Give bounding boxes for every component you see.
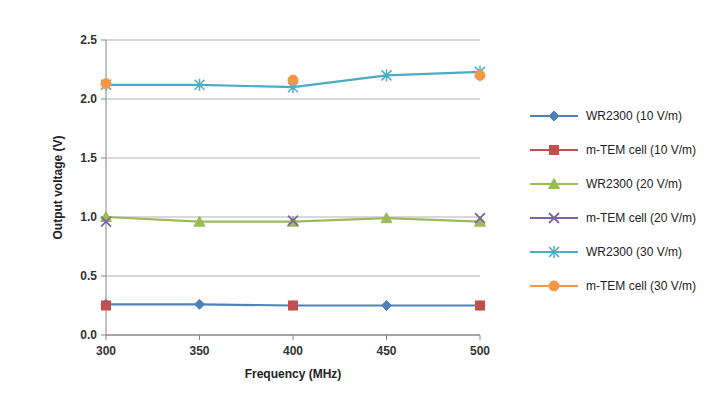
y-tick-label: 1.5 bbox=[80, 151, 97, 165]
marker-shape bbox=[194, 216, 205, 226]
x-tick bbox=[106, 335, 107, 340]
y-tick bbox=[101, 158, 106, 159]
marker-shape bbox=[101, 299, 111, 309]
data-point bbox=[475, 70, 485, 80]
x-tick-label: 300 bbox=[96, 344, 116, 358]
data-point bbox=[288, 216, 298, 226]
y-tick-label: 2.0 bbox=[80, 92, 97, 106]
data-point bbox=[475, 213, 485, 223]
legend-marker bbox=[549, 179, 560, 189]
plot-area bbox=[101, 66, 486, 311]
marker-shape bbox=[289, 301, 298, 310]
marker-shape bbox=[102, 301, 111, 310]
x-tick bbox=[480, 335, 481, 340]
y-tick bbox=[101, 276, 106, 277]
x-tick-label: 350 bbox=[189, 344, 209, 358]
y-tick-label: 0.5 bbox=[80, 269, 97, 283]
data-point bbox=[288, 301, 298, 311]
data-point bbox=[195, 299, 205, 309]
data-point bbox=[101, 217, 111, 227]
marker-shape bbox=[288, 75, 298, 85]
x-tick bbox=[293, 335, 294, 340]
marker-shape bbox=[382, 301, 392, 311]
marker-shape bbox=[195, 79, 205, 91]
marker-shape bbox=[549, 246, 559, 258]
data-point bbox=[101, 299, 111, 309]
data-point bbox=[101, 79, 111, 89]
data-point bbox=[194, 216, 205, 226]
legend-marker bbox=[549, 281, 559, 291]
marker-shape bbox=[476, 301, 485, 310]
legend-label: m-TEM cell (30 V/m) bbox=[586, 279, 696, 293]
data-point bbox=[288, 216, 299, 226]
marker-shape bbox=[475, 301, 485, 311]
legend-marker bbox=[549, 111, 559, 121]
y-tick bbox=[101, 335, 106, 336]
chart: 0.0 0.5 1.0 1.5 2.0 2.5 300 350 400 450 500 Frequen… bbox=[0, 0, 726, 394]
marker-shape bbox=[381, 213, 392, 223]
marker-shape bbox=[549, 281, 559, 291]
marker-shape bbox=[382, 69, 392, 81]
marker-shape bbox=[475, 70, 485, 80]
legend-label: WR2300 (30 V/m) bbox=[586, 245, 682, 259]
data-point bbox=[102, 301, 111, 310]
x-axis-label: Frequency (MHz) bbox=[245, 367, 342, 381]
marker-shape bbox=[195, 299, 205, 309]
data-point bbox=[475, 301, 485, 311]
marker-shape bbox=[550, 146, 559, 155]
data-point bbox=[476, 301, 485, 310]
data-point bbox=[101, 79, 111, 91]
legend-marker bbox=[549, 246, 559, 258]
data-point bbox=[289, 301, 298, 310]
marker-shape bbox=[288, 216, 299, 226]
marker-shape bbox=[288, 301, 298, 311]
data-point bbox=[195, 79, 205, 91]
series-line bbox=[106, 72, 480, 87]
x-tick bbox=[386, 335, 387, 340]
marker-shape bbox=[549, 111, 559, 121]
x-tick-label: 450 bbox=[376, 344, 396, 358]
x-tick bbox=[199, 335, 200, 340]
legend-marker bbox=[550, 146, 559, 155]
marker-shape bbox=[475, 213, 485, 223]
y-tick bbox=[101, 40, 106, 41]
data-point bbox=[381, 213, 392, 223]
marker-shape bbox=[101, 217, 111, 227]
x-tick-label: 400 bbox=[283, 344, 303, 358]
grid-line bbox=[106, 99, 480, 100]
legend-label: m-TEM cell (20 V/m) bbox=[586, 211, 696, 225]
grid-line bbox=[106, 158, 480, 159]
y-tick bbox=[101, 99, 106, 100]
marker-shape bbox=[288, 216, 298, 226]
marker-shape bbox=[101, 212, 112, 222]
marker-shape bbox=[101, 79, 111, 89]
y-tick-label: 2.5 bbox=[80, 33, 97, 47]
marker-shape bbox=[549, 179, 560, 189]
grid-line bbox=[106, 40, 480, 41]
legend-label: m-TEM cell (10 V/m) bbox=[586, 143, 696, 157]
legend: WR2300 (10 V/m) m-TEM cell (10 V/m) WR2300… bbox=[530, 109, 696, 293]
y-axis-label: Output voltage (V) bbox=[51, 136, 65, 240]
x-tick-label: 500 bbox=[470, 344, 490, 358]
legend-label: WR2300 (10 V/m) bbox=[586, 109, 682, 123]
legend-marker bbox=[549, 213, 559, 223]
data-point bbox=[382, 69, 392, 81]
marker-shape bbox=[101, 79, 111, 91]
data-point bbox=[288, 75, 298, 85]
y-tick-label: 0.0 bbox=[80, 328, 97, 342]
data-point bbox=[101, 212, 112, 222]
y-tick-label: 1.0 bbox=[80, 210, 97, 224]
grid-line bbox=[106, 276, 480, 277]
data-point bbox=[382, 301, 392, 311]
legend-label: WR2300 (20 V/m) bbox=[586, 177, 682, 191]
marker-shape bbox=[549, 213, 559, 223]
